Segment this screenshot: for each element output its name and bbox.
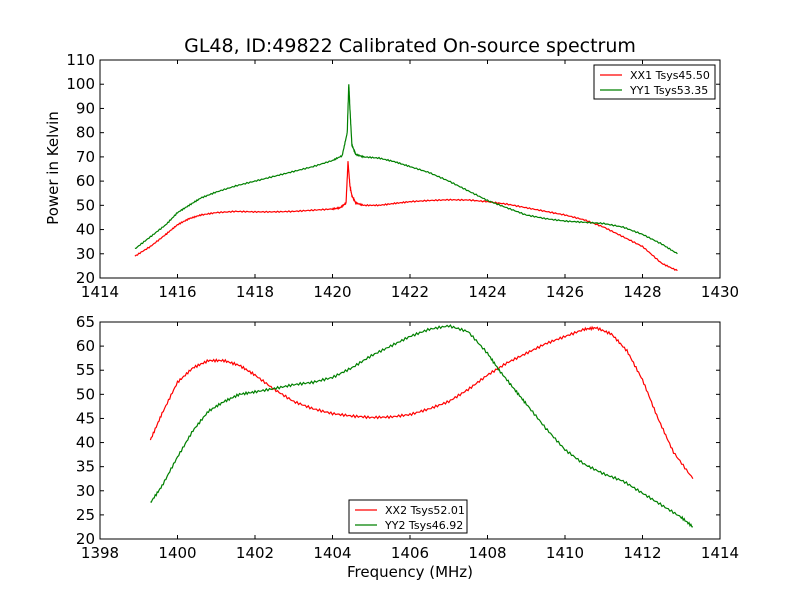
x-axis-label: Frequency (MHz) (347, 563, 473, 581)
x-tick-label: 1398 (81, 544, 119, 562)
x-tick-label: 1426 (546, 283, 584, 301)
y-tick-label: 30 (76, 245, 95, 263)
y-tick-label: 40 (76, 434, 95, 452)
y-tick-label: 35 (76, 458, 95, 476)
y-tick-label: 90 (76, 99, 95, 117)
legend-label: YY2 Tsys46.92 (384, 519, 463, 532)
x-tick-label: 1428 (623, 283, 661, 301)
y-axis-label: Power in Kelvin (44, 111, 62, 225)
y-tick-label: 60 (76, 172, 95, 190)
x-tick-label: 1410 (546, 544, 584, 562)
x-tick-label: 1430 (701, 283, 739, 301)
x-tick-label: 1412 (623, 544, 661, 562)
x-tick-label: 1404 (313, 544, 351, 562)
x-tick-label: 1402 (236, 544, 274, 562)
y-tick-label: 60 (76, 337, 95, 355)
series-line (134, 84, 678, 255)
y-tick-label: 80 (76, 124, 95, 142)
x-tick-label: 1400 (158, 544, 196, 562)
y-tick-label: 70 (76, 148, 95, 166)
legend-label: YY1 Tsys53.35 (629, 84, 708, 97)
x-tick-label: 1414 (81, 283, 119, 301)
y-tick-label: 45 (76, 409, 95, 427)
x-tick-label: 1414 (701, 544, 739, 562)
legend-label: XX1 Tsys45.50 (630, 69, 710, 82)
series-line (150, 324, 693, 528)
legend-box (348, 499, 468, 534)
y-tick-label: 100 (66, 75, 95, 93)
y-tick-label: 40 (76, 221, 95, 239)
y-tick-label: 110 (66, 51, 95, 69)
top-plot: 1414 1416 1418 1420 1422 1424 1426 1428 1430 20 30… (66, 51, 739, 301)
x-tick-label: 1418 (236, 283, 274, 301)
x-tick-label: 1408 (468, 544, 506, 562)
y-tick-label: 55 (76, 361, 95, 379)
series-line (149, 325, 694, 480)
legend-box (593, 64, 716, 100)
y-tick-label: 65 (76, 313, 95, 331)
y-tick-label: 50 (76, 196, 95, 214)
x-tick-label: 1424 (468, 283, 506, 301)
chart-title: GL48, ID:49822 Calibrated On-source spec… (184, 35, 636, 57)
y-tick-label: 50 (76, 385, 95, 403)
legend-label: XX2 Tsys52.01 (385, 504, 465, 517)
y-tick-label: 20 (76, 269, 95, 287)
x-tick-label: 1422 (391, 283, 429, 301)
y-tick-label: 20 (76, 530, 95, 548)
y-tick-label: 25 (76, 506, 95, 524)
x-tick-label: 1420 (313, 283, 351, 301)
bottom-plot: 1398 1400 1402 1404 1406 1408 1410 1412 1414 20 25… (76, 313, 739, 562)
series-line (134, 161, 678, 272)
x-tick-label: 1416 (158, 283, 196, 301)
y-tick-label: 30 (76, 482, 95, 500)
x-tick-label: 1406 (391, 544, 429, 562)
